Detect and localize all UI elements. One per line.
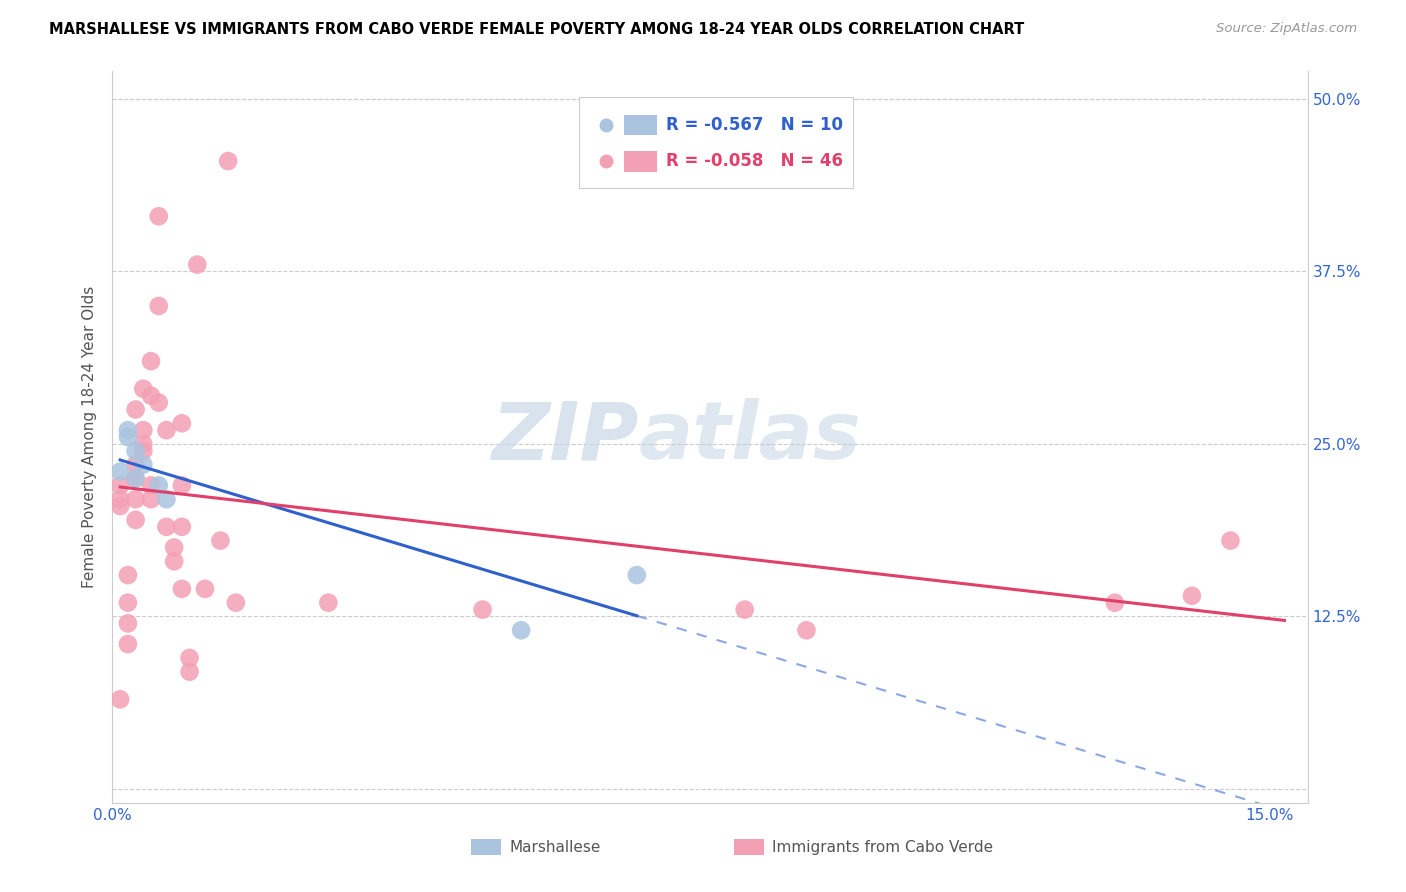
Text: ZIP: ZIP	[491, 398, 638, 476]
Point	[217, 154, 239, 169]
Point	[734, 602, 756, 616]
Point	[796, 624, 818, 638]
Point	[117, 568, 139, 582]
Point	[155, 520, 177, 534]
Point	[132, 443, 155, 458]
Point	[117, 616, 139, 631]
Point	[132, 382, 155, 396]
Point	[108, 692, 131, 706]
Point	[132, 458, 155, 472]
Text: MARSHALLESE VS IMMIGRANTS FROM CABO VERDE FEMALE POVERTY AMONG 18-24 YEAR OLDS C: MARSHALLESE VS IMMIGRANTS FROM CABO VERD…	[49, 22, 1025, 37]
Point	[170, 417, 193, 431]
Point	[163, 554, 186, 568]
Point	[1181, 589, 1204, 603]
FancyBboxPatch shape	[579, 97, 853, 188]
FancyBboxPatch shape	[624, 114, 658, 135]
Point	[117, 423, 139, 437]
Point	[209, 533, 232, 548]
FancyBboxPatch shape	[624, 151, 658, 171]
Point	[139, 389, 162, 403]
Point	[170, 478, 193, 492]
Point	[139, 478, 162, 492]
Point	[117, 430, 139, 444]
Point	[108, 499, 131, 513]
Text: R = -0.058   N = 46: R = -0.058 N = 46	[666, 153, 842, 170]
Point	[124, 513, 146, 527]
Point	[148, 209, 170, 223]
FancyBboxPatch shape	[734, 839, 763, 855]
Point	[186, 258, 208, 272]
Text: Source: ZipAtlas.com: Source: ZipAtlas.com	[1216, 22, 1357, 36]
Y-axis label: Female Poverty Among 18-24 Year Olds: Female Poverty Among 18-24 Year Olds	[82, 286, 97, 588]
Point	[1219, 533, 1241, 548]
Point	[170, 520, 193, 534]
Point	[117, 596, 139, 610]
Point	[139, 354, 162, 368]
Point	[124, 471, 146, 485]
Point	[148, 478, 170, 492]
Point	[108, 478, 131, 492]
Text: atlas: atlas	[638, 398, 860, 476]
Point	[139, 492, 162, 507]
Point	[132, 437, 155, 451]
Point	[117, 637, 139, 651]
Point	[1104, 596, 1126, 610]
Point	[148, 299, 170, 313]
Point	[225, 596, 247, 610]
Point	[510, 624, 533, 638]
Point	[108, 465, 131, 479]
FancyBboxPatch shape	[471, 839, 501, 855]
Point	[108, 492, 131, 507]
Point	[194, 582, 217, 596]
Point	[471, 602, 494, 616]
Point	[170, 582, 193, 596]
Point	[626, 568, 648, 582]
Text: Marshallese: Marshallese	[509, 840, 600, 855]
Point	[124, 471, 146, 485]
Text: Immigrants from Cabo Verde: Immigrants from Cabo Verde	[772, 840, 993, 855]
Text: R = -0.567   N = 10: R = -0.567 N = 10	[666, 116, 842, 134]
Point	[163, 541, 186, 555]
Point	[132, 423, 155, 437]
Point	[179, 651, 201, 665]
Point	[124, 443, 146, 458]
Point	[318, 596, 340, 610]
Point	[124, 492, 146, 507]
Point	[124, 458, 146, 472]
Point	[155, 492, 177, 507]
Point	[124, 402, 146, 417]
Point	[155, 423, 177, 437]
Point	[148, 395, 170, 409]
Point	[179, 665, 201, 679]
